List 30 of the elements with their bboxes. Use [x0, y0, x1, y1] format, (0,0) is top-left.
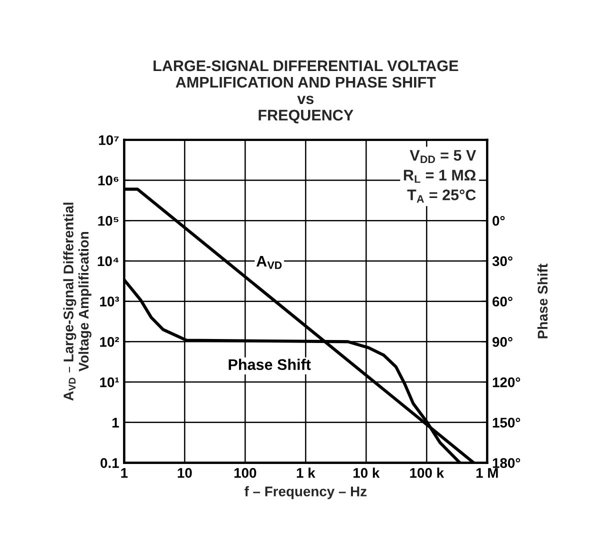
- text: V$_{DD}$ = 5 V R$_{L}$ = 1 MΩ T$_{A}$ = 25°C: [404, 150, 476, 203]
- series-label: Phase Shift: [228, 358, 311, 370]
- x-tick-label: 10 k: [354, 468, 380, 478]
- y2-tick-label: 90°: [492, 337, 512, 347]
- y2-tick-label: 120°: [492, 377, 520, 388]
- y-tick-label: 10³: [100, 296, 120, 306]
- series-label: A$_{VD}$: [256, 256, 282, 269]
- y-axis-title: A$_{VD}$ – Large-Signal Differential Voltage Amplification: [63, 202, 92, 401]
- y-tick-label: 10²: [100, 337, 120, 347]
- y-tick-label: 10¹: [100, 377, 119, 388]
- y-tick-label: 1: [112, 418, 119, 428]
- x-tick-label: 1 M: [476, 468, 498, 478]
- chart-title: LARGE-SIGNAL DIFFERENTIAL VOLTAGE AMPLIFICATION AND PHASE SHIFT vs FREQUENCY: [154, 60, 458, 124]
- y-tick-label: 10⁶: [98, 176, 118, 186]
- y2-tick-label: 30°: [492, 256, 512, 266]
- y2-tick-label: 0°: [492, 216, 505, 226]
- y-tick-label: 10⁵: [98, 216, 118, 226]
- x-axis-title: f – Frequency – Hz: [244, 486, 367, 500]
- x-tick-label: 10: [178, 468, 192, 478]
- y2-axis-title: Phase Shift: [537, 264, 548, 338]
- y-tick-label: 0.1: [100, 458, 119, 468]
- y2-tick-label: 150°: [492, 418, 520, 428]
- y2-tick-label: 60°: [492, 296, 512, 306]
- x-tick-label: 100 k: [410, 468, 444, 478]
- y2-tick-label: 180°: [492, 458, 520, 468]
- x-tick-label: 100: [234, 468, 256, 478]
- x-tick-label: 1: [121, 468, 128, 478]
- y-tick-label: 10⁷: [99, 135, 119, 146]
- y-tick-label: 10⁴: [98, 256, 119, 266]
- x-tick-label: 1 k: [296, 468, 316, 478]
